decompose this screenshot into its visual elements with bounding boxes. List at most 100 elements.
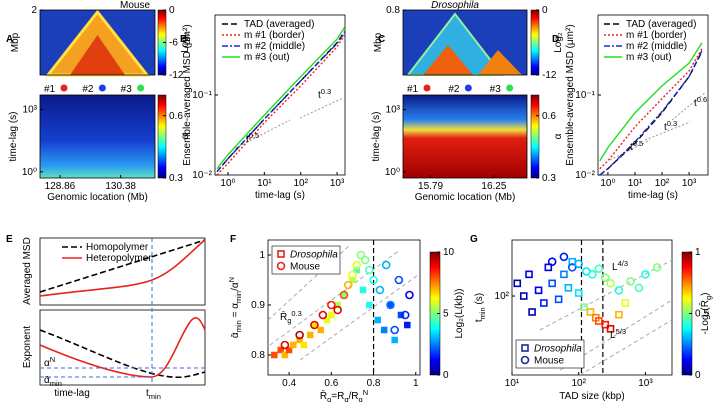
y-tick-label: 10⁻¹ bbox=[192, 90, 212, 101]
text-part: (s) bbox=[474, 293, 485, 307]
point bbox=[349, 276, 356, 284]
point bbox=[519, 292, 528, 300]
point bbox=[594, 264, 604, 273]
legend-label: TAD (averaged) bbox=[626, 19, 696, 30]
text-part: -Log₂(R̄ bbox=[698, 300, 711, 334]
point bbox=[391, 336, 398, 344]
point bbox=[614, 286, 624, 295]
x-axis-label: R̄g=Rg/RgN bbox=[320, 388, 368, 402]
text-part: t bbox=[246, 134, 249, 145]
text-part: t bbox=[630, 142, 633, 153]
guide-line bbox=[579, 319, 673, 376]
annotation: L4/3 bbox=[612, 259, 628, 273]
guide-line bbox=[231, 119, 291, 151]
point bbox=[559, 252, 569, 262]
legend-label: Mouse bbox=[290, 262, 320, 273]
frame bbox=[39, 309, 206, 386]
text-part: ) bbox=[700, 293, 711, 296]
frame bbox=[39, 237, 206, 306]
y-tick-label: -12 bbox=[169, 70, 184, 81]
heteropolymer-exponent bbox=[39, 317, 206, 378]
text-part: =R bbox=[331, 391, 344, 402]
guide-line bbox=[539, 259, 673, 331]
text-part: 4/3 bbox=[618, 259, 628, 268]
point bbox=[318, 310, 328, 320]
point bbox=[547, 257, 557, 266]
point bbox=[343, 280, 353, 290]
series-line bbox=[216, 27, 346, 170]
annotation: t0.3 bbox=[318, 87, 331, 101]
text-part: 0.5 bbox=[249, 131, 259, 140]
x-axis-label: time-lag bbox=[54, 388, 90, 399]
point bbox=[405, 290, 414, 300]
point bbox=[295, 330, 304, 340]
colorbar bbox=[157, 94, 167, 179]
legend-marker bbox=[520, 355, 530, 365]
colorbar-label: α bbox=[180, 133, 191, 139]
series-line bbox=[599, 42, 703, 162]
point bbox=[606, 279, 615, 288]
point bbox=[280, 340, 290, 350]
annotation: t0.3 bbox=[664, 119, 677, 133]
y-tick-label: 10⁻² bbox=[192, 170, 212, 181]
x-tick-label: 0.8 bbox=[367, 378, 381, 389]
point bbox=[634, 283, 644, 293]
text-part: min bbox=[149, 392, 161, 401]
point bbox=[560, 270, 568, 279]
text-part: min bbox=[50, 379, 62, 388]
colorbar-label: α bbox=[553, 133, 564, 139]
series-line bbox=[599, 51, 703, 176]
y-tick-label: 5 bbox=[443, 309, 449, 320]
colorbar-label: Log₂ bbox=[180, 32, 191, 53]
panel-label: G bbox=[470, 234, 478, 245]
point bbox=[601, 320, 610, 329]
homopolymer-msd bbox=[39, 239, 206, 293]
y-tick-label: 0 bbox=[443, 370, 449, 381]
point bbox=[380, 326, 388, 334]
marker-label: #1 bbox=[44, 84, 56, 95]
frame bbox=[267, 239, 421, 376]
legend-label: m #2 (middle) bbox=[244, 41, 305, 52]
point bbox=[306, 331, 314, 339]
text-part: α bbox=[44, 358, 50, 369]
tad-core bbox=[70, 35, 125, 75]
point bbox=[277, 346, 284, 354]
x-axis-label: Genomic location (Mb) bbox=[47, 192, 148, 203]
y-tick-label: 0.6 bbox=[542, 111, 556, 122]
text-part: g bbox=[344, 395, 348, 402]
y-axis-label: Ensemble-averaged MSD (μm²) bbox=[182, 24, 193, 165]
x-tick-label: 10² bbox=[571, 378, 586, 389]
y-tick-label: 10² bbox=[495, 291, 510, 302]
x-tick-label: 10⁰ bbox=[600, 178, 615, 189]
y-tick-label: 10⁻² bbox=[575, 170, 595, 181]
panel-label: D bbox=[552, 34, 559, 45]
text-part: ᾱ bbox=[230, 332, 241, 338]
legend-marker bbox=[277, 250, 285, 258]
panel-label: A bbox=[6, 34, 13, 45]
point bbox=[525, 270, 533, 279]
legend-label: Drosophila bbox=[290, 250, 338, 261]
text-part: N bbox=[363, 388, 368, 397]
point bbox=[390, 325, 399, 335]
series-line bbox=[216, 32, 346, 173]
x-tick-label: 16.25 bbox=[481, 181, 506, 192]
y-axis-label: ᾱmin = αmin/αN bbox=[227, 277, 243, 338]
text-part: /R bbox=[349, 391, 359, 402]
panel-label: C bbox=[378, 34, 385, 45]
x-tick-label: 1 bbox=[413, 378, 419, 389]
point bbox=[369, 275, 378, 285]
text-part: R̄ bbox=[280, 310, 287, 323]
y-tick-label: 10³ bbox=[386, 105, 401, 116]
point bbox=[580, 303, 588, 311]
text-part: ᾱ bbox=[44, 375, 50, 386]
y-tick-label: 10 bbox=[443, 247, 455, 258]
annotation: L5/3 bbox=[610, 327, 626, 341]
point bbox=[381, 260, 391, 270]
point bbox=[554, 295, 563, 304]
point bbox=[281, 351, 289, 359]
legend-label: m #1 (border) bbox=[244, 30, 305, 41]
text-part: /α bbox=[230, 282, 241, 291]
annotation: αN bbox=[44, 355, 55, 369]
series-line bbox=[216, 34, 346, 176]
text-part: min bbox=[234, 320, 243, 332]
